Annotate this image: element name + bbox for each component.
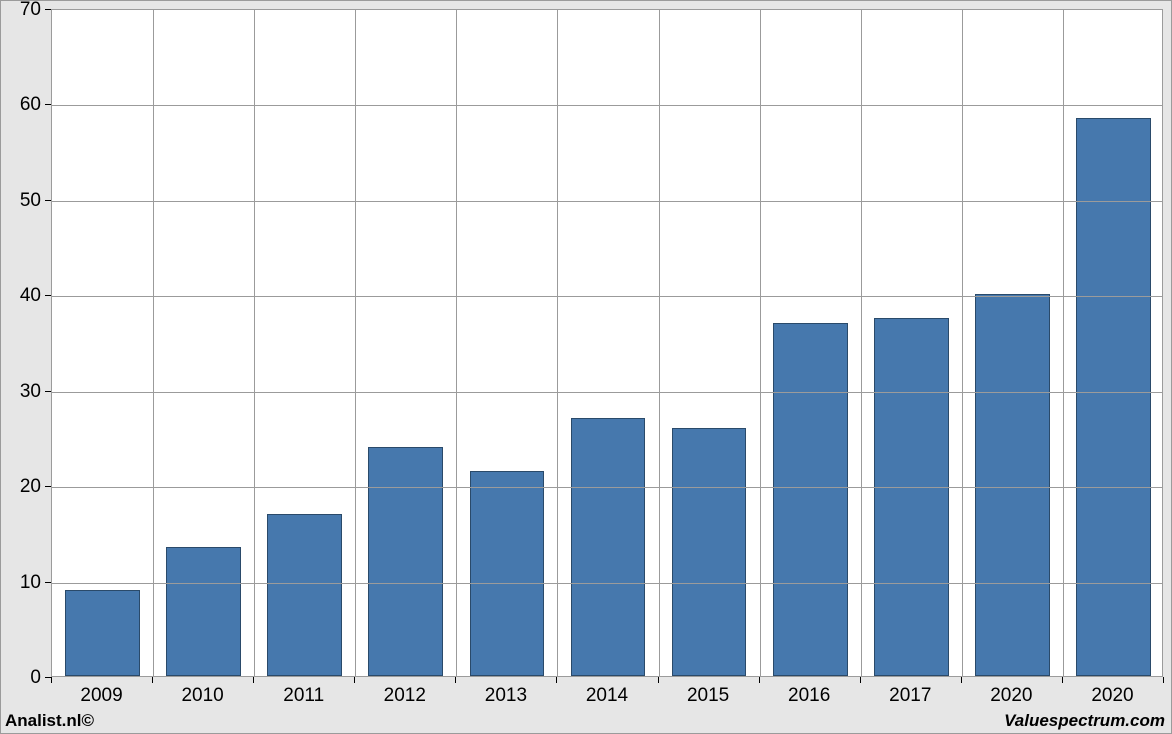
y-tick-label: 10	[20, 572, 41, 594]
y-tick-mark	[45, 486, 51, 487]
bar	[975, 294, 1050, 676]
y-tick-mark	[45, 104, 51, 105]
bar	[571, 418, 646, 676]
bars-layer	[52, 10, 1162, 676]
gridline-v	[557, 10, 558, 676]
y-tick-mark	[45, 391, 51, 392]
bar	[65, 590, 140, 676]
x-tick-label: 2010	[181, 685, 223, 707]
y-tick-label: 40	[20, 285, 41, 307]
gridline-h	[52, 105, 1162, 106]
bar	[368, 447, 443, 676]
y-tick-mark	[45, 9, 51, 10]
x-tick-label: 2016	[788, 685, 830, 707]
gridline-v	[1063, 10, 1064, 676]
x-tick-label: 2015	[687, 685, 729, 707]
x-tick-label: 2012	[384, 685, 426, 707]
gridline-v	[355, 10, 356, 676]
y-tick-label: 20	[20, 476, 41, 498]
gridline-h	[52, 583, 1162, 584]
x-tick-mark	[961, 677, 962, 683]
x-tick-mark	[354, 677, 355, 683]
credit-right: Valuespectrum.com	[1004, 711, 1165, 731]
x-tick-label: 2013	[485, 685, 527, 707]
gridline-v	[153, 10, 154, 676]
gridline-h	[52, 487, 1162, 488]
gridline-v	[962, 10, 963, 676]
plot-area	[51, 9, 1163, 677]
bar	[874, 318, 949, 676]
y-tick-mark	[45, 200, 51, 201]
x-tick-label: 2014	[586, 685, 628, 707]
x-tick-mark	[1163, 677, 1164, 683]
x-tick-mark	[1062, 677, 1063, 683]
gridline-v	[760, 10, 761, 676]
x-tick-mark	[556, 677, 557, 683]
x-tick-mark	[253, 677, 254, 683]
x-tick-label: 2020	[990, 685, 1032, 707]
bar	[470, 471, 545, 676]
y-tick-label: 30	[20, 381, 41, 403]
x-tick-label: 2009	[80, 685, 122, 707]
y-tick-label: 0	[30, 667, 41, 689]
gridline-v	[254, 10, 255, 676]
gridline-h	[52, 392, 1162, 393]
x-tick-label: 2017	[889, 685, 931, 707]
x-tick-mark	[658, 677, 659, 683]
y-tick-mark	[45, 295, 51, 296]
x-tick-label: 2011	[283, 685, 324, 707]
y-tick-label: 70	[20, 0, 41, 21]
bar	[267, 514, 342, 676]
x-tick-mark	[152, 677, 153, 683]
y-tick-label: 60	[20, 94, 41, 116]
gridline-v	[861, 10, 862, 676]
x-tick-mark	[759, 677, 760, 683]
chart-container: Analist.nl© Valuespectrum.com 0 10 20 30 40 5…	[0, 0, 1172, 734]
x-tick-mark	[51, 677, 52, 683]
x-tick-mark	[455, 677, 456, 683]
bar	[166, 547, 241, 676]
bar	[672, 428, 747, 676]
x-tick-label: 2020	[1091, 685, 1133, 707]
credit-left: Analist.nl©	[5, 711, 94, 731]
gridline-h	[52, 201, 1162, 202]
gridline-v	[456, 10, 457, 676]
y-tick-label: 50	[20, 190, 41, 212]
x-tick-mark	[860, 677, 861, 683]
y-tick-mark	[45, 582, 51, 583]
gridline-v	[659, 10, 660, 676]
bar	[773, 323, 848, 676]
gridline-h	[52, 296, 1162, 297]
